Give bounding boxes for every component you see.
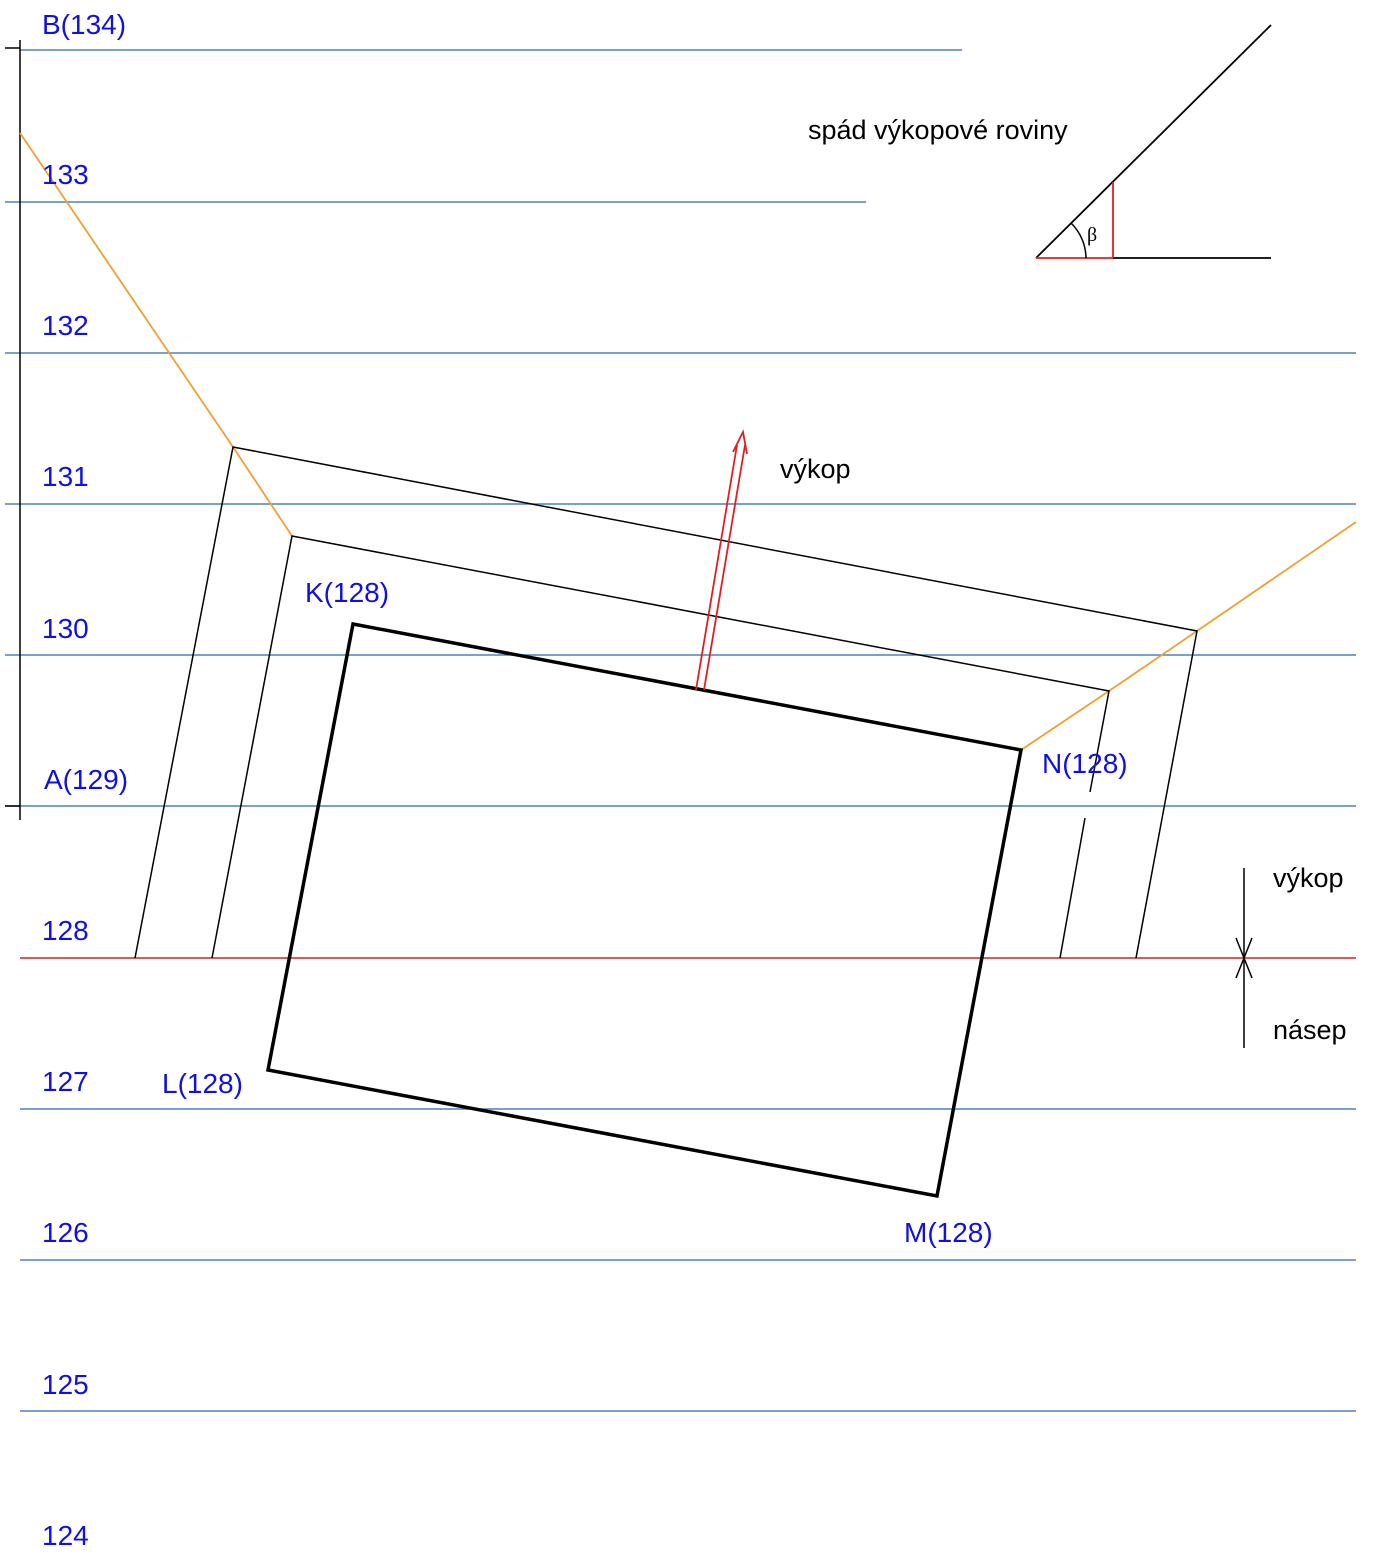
fill-label: násep xyxy=(1273,1015,1347,1045)
contour-label: 130 xyxy=(42,613,89,644)
inner-outline xyxy=(211,535,1110,959)
slope-inset xyxy=(1035,24,1272,259)
cut-label: výkop xyxy=(1273,863,1344,893)
contour-label: B(134) xyxy=(42,9,126,40)
angle-label: β xyxy=(1087,224,1097,246)
outer-outline xyxy=(134,446,1198,959)
contour-label: 128 xyxy=(42,915,89,946)
direction-arrow xyxy=(695,429,748,691)
point-label: M(128) xyxy=(904,1217,993,1248)
contour-label: 131 xyxy=(42,461,89,492)
inner-outline xyxy=(1059,817,1086,959)
contour-label: 133 xyxy=(42,159,89,190)
platform xyxy=(265,621,1024,1199)
contour-label: 124 xyxy=(42,1520,89,1551)
contour-lines xyxy=(5,49,1356,1412)
contour-label: A(129) xyxy=(44,764,128,795)
point-label: K(128) xyxy=(305,577,389,608)
contour-label: 127 xyxy=(42,1066,89,1097)
slope-intersection xyxy=(1020,521,1357,751)
contour-label: 125 xyxy=(42,1369,89,1400)
contour-label: 126 xyxy=(42,1217,89,1248)
point-label: L(128) xyxy=(162,1068,243,1099)
scale-line xyxy=(5,40,21,820)
arrow-label: výkop xyxy=(780,454,851,484)
point-label: N(128) xyxy=(1042,748,1128,779)
cut-fill-indicator xyxy=(1235,868,1253,1048)
contour-label: 132 xyxy=(42,310,89,341)
slope-title: spád výkopové roviny xyxy=(808,115,1068,145)
